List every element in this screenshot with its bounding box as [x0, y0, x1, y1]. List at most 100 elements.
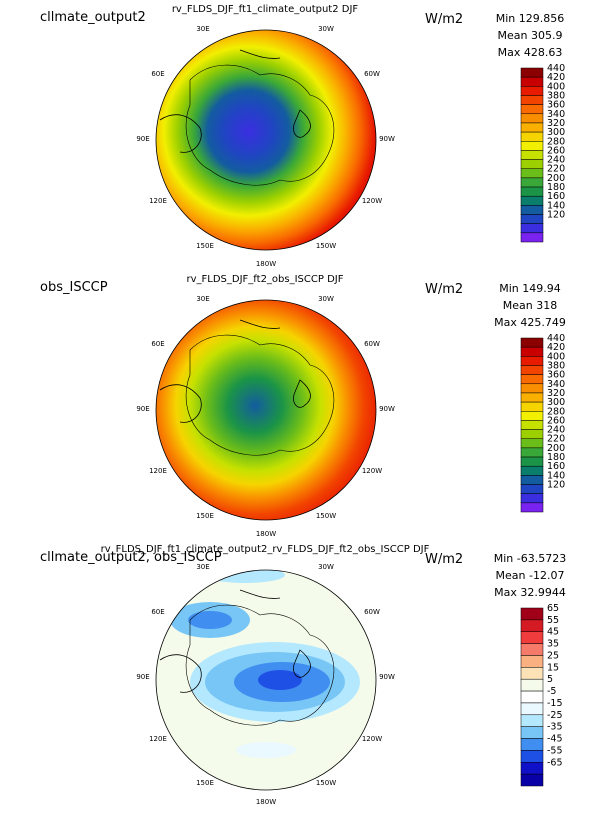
colorbar-swatch [520, 420, 544, 430]
colorbar-swatch [520, 76, 544, 87]
colorbar-tick-label: 420 [547, 342, 565, 353]
colorbar: 4404204003803603403203002802602402202001… [520, 333, 565, 513]
polar-map: 30E 30W 60E 60W 90E 90W 120E 120W 150E 1… [136, 25, 395, 268]
lon-label: 150E [196, 512, 214, 520]
colorbar-swatch [520, 232, 544, 243]
colorbar-tick-label: 260 [547, 415, 565, 426]
colorbar-swatch [520, 690, 544, 704]
lon-label: 120W [362, 735, 382, 743]
stat-max: Max 32.9944 [494, 586, 566, 599]
colorbar-tick-label: -5 [547, 686, 556, 697]
colorbar-swatch [520, 655, 544, 668]
colorbar-swatch [520, 374, 544, 385]
lon-label: 30E [196, 295, 209, 303]
colorbar-tick-label: 440 [547, 63, 565, 74]
colorbar-tick-label: 200 [547, 443, 565, 454]
panel-obs: obs_ISCCP rv_FLDS_DJF_ft2_obs_ISCCP DJF … [0, 270, 606, 540]
lon-label: 120W [362, 197, 382, 205]
lon-label: 60E [151, 340, 164, 348]
stat-mean: Mean 318 [502, 299, 558, 312]
colorbar-swatch [520, 738, 544, 751]
panel-left-title: cllmate_output2 [40, 10, 146, 25]
lon-label: 120E [149, 197, 167, 205]
colorbar-tick-label: -15 [547, 698, 563, 709]
colorbar-swatch [520, 365, 544, 375]
colorbar-tick-label: 240 [547, 155, 565, 166]
colorbar-tick-label: 280 [547, 406, 565, 417]
polar-map: 30E 30W 60E 60W 90E 90W 120E 120W 150E 1… [136, 295, 395, 538]
colorbar-swatch [520, 150, 544, 160]
units-label: W/m2 [425, 12, 464, 27]
colorbar-swatch [520, 356, 544, 366]
colorbar-swatch [520, 678, 544, 692]
stat-mean: Mean -12.07 [495, 569, 565, 582]
colorbar-swatch [520, 223, 544, 234]
lon-label: 90E [136, 673, 149, 681]
stat-min: Min -63.5723 [493, 552, 567, 565]
polar-map: 30E 30W 60E 60W 90E 90W 120E 120W 150E 1… [136, 563, 395, 806]
colorbar-tick-label: 380 [547, 360, 565, 371]
colorbar-tick-label: 35 [547, 639, 559, 650]
colorbar-swatch [520, 726, 544, 739]
colorbar-tick-label: 160 [547, 461, 565, 472]
colorbar-swatch [520, 186, 544, 197]
colorbar-tick-label: -65 [547, 757, 563, 768]
map-field [156, 30, 376, 250]
colorbar-swatch [520, 773, 544, 787]
colorbar-swatch [520, 667, 544, 680]
stat-mean: Mean 305.9 [497, 29, 563, 42]
lon-label: 150E [196, 242, 214, 250]
colorbar-tick-label: 45 [547, 627, 559, 638]
stat-max: Max 428.63 [497, 46, 563, 59]
colorbar-tick-label: -55 [547, 745, 563, 756]
colorbar-tick-label: 260 [547, 145, 565, 156]
colorbar-tick-label: 160 [547, 191, 565, 202]
colorbar-swatch [520, 429, 544, 439]
colorbar-tick-label: 65 [547, 603, 559, 614]
lon-label: 60W [364, 70, 380, 78]
lon-label: 30W [318, 563, 334, 571]
colorbar-tick-label: 55 [547, 615, 559, 626]
lon-label: 60W [364, 340, 380, 348]
colorbar-tick-label: 300 [547, 397, 565, 408]
colorbar-swatch [520, 631, 544, 644]
lon-label: 30E [196, 25, 209, 33]
stat-min: Min 129.856 [495, 12, 565, 25]
lon-label: 180W [256, 798, 276, 806]
colorbar-swatch [520, 122, 544, 133]
colorbar-swatch [520, 702, 544, 716]
lon-label: 90W [379, 135, 395, 143]
lon-label: 150W [316, 512, 336, 520]
colorbar-tick-label: 140 [547, 470, 565, 481]
colorbar-tick-label: 280 [547, 136, 565, 147]
colorbar-swatch [520, 401, 544, 412]
panel-left-title: cllmate_output2, obs_ISCCP [40, 550, 222, 565]
lon-label: 180W [256, 530, 276, 538]
colorbar-swatch [520, 67, 544, 78]
colorbar-tick-label: 120 [547, 210, 565, 221]
lon-label: 90W [379, 673, 395, 681]
colorbar-swatch [520, 643, 544, 656]
colorbar-tick-label: 340 [547, 109, 565, 120]
colorbar-swatch [520, 484, 544, 494]
lon-label: 90W [379, 405, 395, 413]
colorbar-tick-label: 360 [547, 100, 565, 111]
colorbar-tick-label: 360 [547, 370, 565, 381]
colorbar-swatch [520, 113, 544, 124]
colorbar-swatch [520, 714, 544, 727]
lon-label: 120W [362, 467, 382, 475]
colorbar-swatch [520, 383, 544, 394]
lon-label: 30W [318, 25, 334, 33]
units-label: W/m2 [425, 282, 464, 297]
units-label: W/m2 [425, 552, 464, 567]
colorbar-swatch [520, 411, 544, 421]
colorbar-swatch [520, 95, 544, 105]
colorbar-tick-label: 400 [547, 351, 565, 362]
colorbar-tick-label: 440 [547, 333, 565, 344]
colorbar-swatch [520, 214, 544, 224]
lon-label: 90E [136, 135, 149, 143]
colorbar-tick-label: 180 [547, 182, 565, 193]
colorbar-swatch [520, 131, 544, 142]
colorbar-tick-label: 180 [547, 452, 565, 463]
lon-label: 150E [196, 779, 214, 787]
